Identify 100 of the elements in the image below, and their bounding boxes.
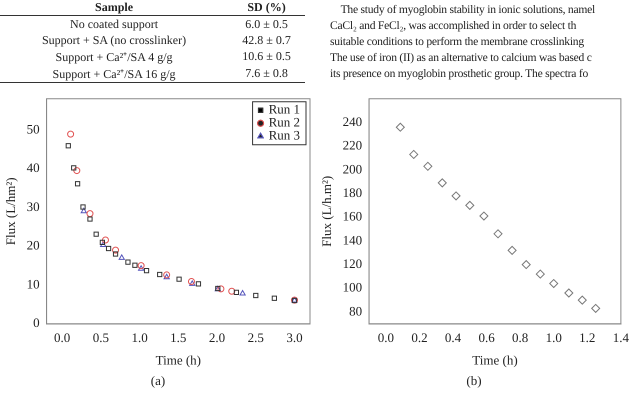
point [112,251,118,257]
x-tick-label: 1.0 [131,330,148,346]
point [100,240,105,245]
x-tick-label: 1.5 [170,330,186,346]
point [164,274,170,280]
x-tick-label: 0.0 [54,330,70,346]
category-label: Support + SA (no crosslinker) [40,32,188,48]
point [71,165,76,170]
point [409,150,418,159]
point [438,178,447,188]
point [423,162,432,171]
point [452,191,461,200]
text: CaCl₂ and FeCl₂, was accomplished in order to select th [330,19,576,32]
point [176,276,182,282]
point [479,212,488,221]
point [80,208,87,214]
point [196,281,202,286]
point [94,232,99,237]
x-tick-label: 1.4 [612,330,630,346]
x-tick-label: 0.5 [92,330,109,346]
x-tick-label: 1.2 [579,330,596,346]
point [125,260,131,265]
legend-label: Run 3 [268,128,300,143]
x-tick-label: 2.0 [208,330,226,346]
point [494,229,503,238]
text: 10.6 ± 0.5 [242,49,291,63]
point [217,285,224,292]
x-tick-label: 0.6 [478,330,496,346]
point [591,304,600,313]
point [66,143,71,148]
text: 6.0 ± 0.5 [245,16,288,30]
point [465,200,474,210]
point [106,246,112,252]
x-tick-label: 0.4 [444,330,462,346]
point [578,296,587,305]
y-tick-label: 240 [342,114,362,129]
point [522,260,531,270]
x-tick-label: 0.0 [378,330,394,346]
category-label: No coated support [69,16,160,32]
category-label: Support + Ca²⁺/SA 16 g/g [0,65,228,82]
text: The study of myoglobin stability in ionic solutions, namel [340,3,595,16]
point [73,167,80,174]
point [536,270,545,279]
x-tick-label: 2.5 [248,330,264,346]
legend-label: Run 2 [268,114,300,130]
y-tick-label: 120 [342,256,362,272]
y-tick-label: 140 [342,232,362,248]
y-tick-label: 30 [26,198,40,214]
y-tick-label: 80 [349,303,362,318]
text: Sample [0,0,228,16]
y-tick-label: 0 [33,315,40,330]
y-tick-label: 160 [342,208,362,224]
point [228,288,236,295]
y-tick-label: 100 [342,280,362,295]
y-tick-label: 200 [342,161,362,176]
text: 7.6 ± 0.8 [245,66,288,80]
point [112,246,120,254]
point [87,216,93,222]
point [86,210,94,218]
point [144,268,150,274]
category-label: Support + Ca²⁺/SA 4 g/g [54,49,174,65]
point [80,204,86,210]
point [272,296,277,301]
text: (b) [465,373,483,389]
point [67,130,74,138]
text: 42.8 ± 0.7 [242,32,291,46]
y-tick-label: 180 [342,184,362,200]
point [74,181,80,186]
y-tick-label: 10 [26,276,40,292]
x-tick-label: 0.8 [512,330,528,346]
point [100,242,106,248]
x-axis-title: Time (h) [156,352,201,368]
y-axis-title: Flux (L/hm²) [3,177,18,246]
x-tick-label: 0.2 [411,330,428,346]
y-tick-label: 20 [26,238,40,253]
legend-label: Run 1 [268,102,300,117]
y-tick-label: 50 [26,121,40,136]
point [234,290,240,295]
text: (a) [150,373,166,389]
point [138,262,145,270]
text: SD (%) [228,0,305,16]
x-axis-title: Time (h) [472,352,518,368]
point [118,254,125,260]
point [132,262,138,268]
y-tick-label: 220 [342,138,362,153]
x-tick-label: 1.0 [546,330,562,346]
point [138,265,144,271]
y-tick-label: 40 [26,160,40,176]
point [240,290,246,296]
point [564,288,574,298]
text: The use of iron (II) as an alternative to calcium was based c [330,51,592,64]
text: its presence on myoglobin prosthetic group. The spectra fo [330,67,588,80]
point [396,122,405,132]
point [157,272,162,278]
y-axis-title: Flux (L/h.m²) [319,176,334,247]
point [508,246,517,255]
x-tick-label: 3.0 [286,330,303,346]
point [549,279,558,288]
point [102,236,109,244]
text: suitable conditions to perform the membrane crosslinking [330,35,584,48]
